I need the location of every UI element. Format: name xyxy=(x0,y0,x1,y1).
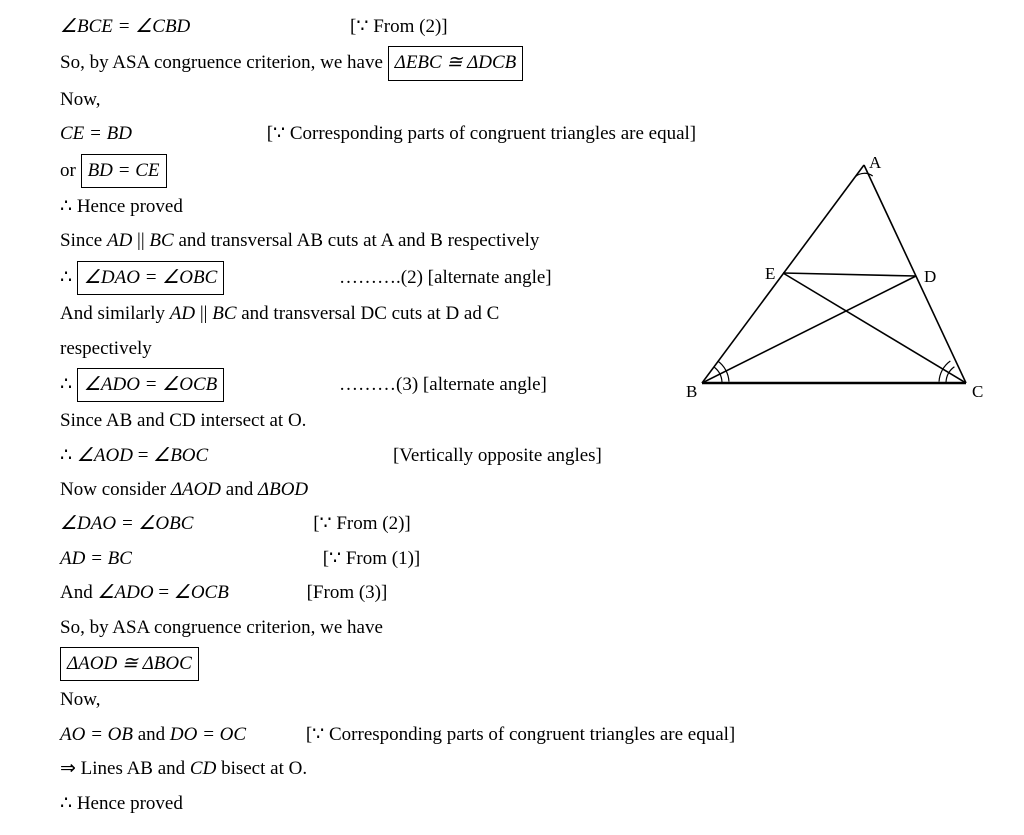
cd-italic: CD xyxy=(190,758,216,779)
eq-aod-boc: ∴ ∠AOD = ∠BOC xyxy=(60,445,208,466)
reason-from2-b: [∵ From (2)] xyxy=(313,509,411,539)
eq-ad-bc: AD = BC xyxy=(60,548,132,569)
proof-line-17: And ∠ADO = ∠OCB [From (3)] xyxy=(60,578,964,608)
eq-angle-bce-cbd: ∠BCE = ∠CBD xyxy=(60,16,190,37)
proof-line-18: So, by ASA congruence criterion, we have xyxy=(60,613,964,643)
svg-text:D: D xyxy=(924,267,936,286)
svg-text:C: C xyxy=(972,382,983,401)
text-and-1: and xyxy=(221,479,258,500)
eq-dao-obc-2: ∠DAO = ∠OBC xyxy=(60,513,193,534)
svg-text:B: B xyxy=(686,382,697,401)
box-ado-ocb: ∠ADO = ∠OCB xyxy=(77,368,224,402)
text-asa-2: So, by ASA congruence criterion, we have xyxy=(60,617,383,638)
reason-cpct-2: [∵ Corresponding parts of congruent tria… xyxy=(306,720,735,750)
text-similarly: And similarly AD || BC and transversal D… xyxy=(60,303,499,324)
tri-bod: ΔBOD xyxy=(258,479,308,500)
eq-ao-ob: AO = OB xyxy=(60,724,133,745)
text-hence-2: ∴ Hence proved xyxy=(60,793,183,814)
therefore-2: ∴ xyxy=(60,374,77,395)
tri-aod: ΔAOD xyxy=(171,479,221,500)
eq-ce-bd: CE = BD xyxy=(60,123,132,144)
triangle-figure: A B C E D xyxy=(684,155,984,410)
box-aod-boc: ΔAOD ≅ ΔBOC xyxy=(60,647,199,681)
text-intersect: Since AB and CD intersect at O. xyxy=(60,410,306,431)
proof-line-14: Now consider ΔAOD and ΔBOD xyxy=(60,475,964,505)
proof-line-12: Since AB and CD intersect at O. xyxy=(60,406,964,436)
proof-line-23: ∴ Hence proved xyxy=(60,789,964,819)
reason-vert-opp: [Vertically opposite angles] xyxy=(393,441,602,471)
svg-text:A: A xyxy=(869,155,882,172)
text-consider: Now consider xyxy=(60,479,171,500)
reason-from3: [From (3)] xyxy=(307,578,388,608)
reason-from1: [∵ From (1)] xyxy=(323,544,421,574)
text-respectively: respectively xyxy=(60,338,152,359)
text-since-ad-bc-1: Since AD || BC and transversal AB cuts a… xyxy=(60,230,539,251)
reason-cpct-1: [∵ Corresponding parts of congruent tria… xyxy=(267,119,696,149)
proof-line-20: Now, xyxy=(60,685,964,715)
proof-line-16: AD = BC [∵ From (1)] xyxy=(60,544,964,574)
text-or: or xyxy=(60,160,81,181)
box-bd-ce: BD = CE xyxy=(81,154,167,188)
proof-line-4: CE = BD [∵ Corresponding parts of congru… xyxy=(60,119,964,149)
text-now-1: Now, xyxy=(60,89,100,110)
text-bisect: bisect at O. xyxy=(216,758,307,779)
proof-line-13: ∴ ∠AOD = ∠BOC [Vertically opposite angle… xyxy=(60,441,964,471)
eq-ado-ocb-2: And ∠ADO = ∠OCB xyxy=(60,582,229,603)
proof-line-15: ∠DAO = ∠OBC [∵ From (2)] xyxy=(60,509,964,539)
proof-line-19: ΔAOD ≅ ΔBOC xyxy=(60,647,964,681)
proof-line-22: ⇒ Lines AB and CD bisect at O. xyxy=(60,754,964,784)
reason-alt-3: ………(3) [alternate angle] xyxy=(339,370,547,400)
text-asa-1: So, by ASA congruence criterion, we have xyxy=(60,52,388,73)
text-now-2: Now, xyxy=(60,689,100,710)
svg-text:E: E xyxy=(765,264,775,283)
proof-line-2: So, by ASA congruence criterion, we have… xyxy=(60,46,964,80)
box-ebc-dcb: ΔEBC ≅ ΔDCB xyxy=(388,46,524,80)
proof-line-1: ∠BCE = ∠CBD [∵ From (2)] xyxy=(60,12,964,42)
box-dao-obc: ∠DAO = ∠OBC xyxy=(77,261,224,295)
proof-line-3: Now, xyxy=(60,85,964,115)
text-and-2: and xyxy=(133,724,170,745)
eq-do-oc: DO = OC xyxy=(170,724,246,745)
triangle-svg: A B C E D xyxy=(684,155,984,410)
reason-from2: [∵ From (2)] xyxy=(350,12,448,42)
text-implies: ⇒ Lines AB and xyxy=(60,758,190,779)
proof-line-21: AO = OB and DO = OC [∵ Corresponding par… xyxy=(60,720,964,750)
reason-alt-2: ……….(2) [alternate angle] xyxy=(339,263,552,293)
text-hence-1: ∴ Hence proved xyxy=(60,196,183,217)
therefore-1: ∴ xyxy=(60,267,77,288)
